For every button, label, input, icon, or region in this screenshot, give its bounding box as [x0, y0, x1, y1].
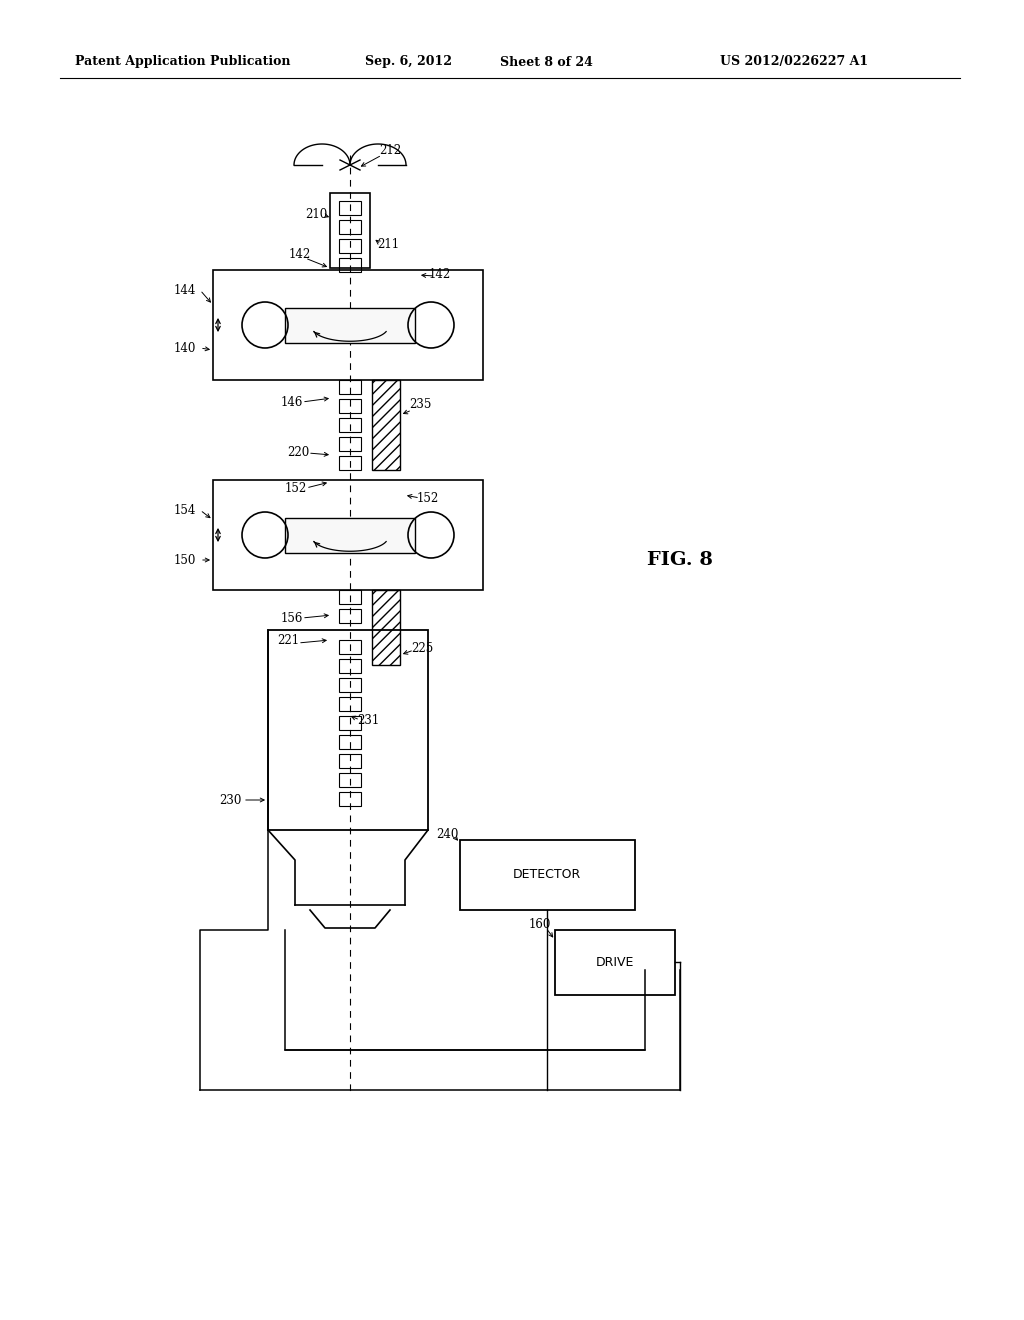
Text: 240: 240 — [436, 829, 458, 842]
Bar — [339, 399, 361, 413]
Bar — [339, 437, 361, 451]
Text: FIG. 8: FIG. 8 — [647, 550, 713, 569]
Bar — [555, 931, 675, 995]
Bar — [339, 697, 361, 711]
Bar — [330, 193, 370, 268]
Bar — [339, 678, 361, 692]
Bar — [268, 630, 428, 830]
Bar — [339, 220, 361, 234]
Text: 150: 150 — [174, 553, 197, 566]
Text: 211: 211 — [377, 239, 399, 252]
Bar — [339, 380, 361, 393]
Text: 156: 156 — [281, 611, 303, 624]
Text: 146: 146 — [281, 396, 303, 408]
Text: 210: 210 — [305, 209, 327, 222]
Bar — [285, 517, 415, 553]
Bar — [339, 754, 361, 768]
Text: 235: 235 — [409, 399, 431, 412]
Bar — [339, 455, 361, 470]
Text: Patent Application Publication: Patent Application Publication — [75, 55, 291, 69]
Text: 220: 220 — [287, 446, 309, 459]
Bar — [460, 840, 635, 909]
Text: Sheet 8 of 24: Sheet 8 of 24 — [500, 55, 593, 69]
Text: 221: 221 — [276, 634, 299, 647]
Bar — [372, 380, 400, 470]
Bar — [213, 480, 483, 590]
Bar — [339, 609, 361, 623]
Bar — [339, 774, 361, 787]
Text: 160: 160 — [528, 919, 551, 932]
Text: 142: 142 — [289, 248, 311, 261]
Bar — [339, 201, 361, 215]
Bar — [339, 659, 361, 673]
Text: 144: 144 — [174, 284, 197, 297]
Text: 230: 230 — [219, 793, 242, 807]
Text: 152: 152 — [285, 482, 307, 495]
Bar — [339, 792, 361, 807]
Text: US 2012/0226227 A1: US 2012/0226227 A1 — [720, 55, 868, 69]
Bar — [339, 257, 361, 272]
Bar — [339, 590, 361, 605]
Text: 152: 152 — [417, 491, 439, 504]
Text: 140: 140 — [174, 342, 197, 355]
Bar — [339, 715, 361, 730]
Text: 225: 225 — [411, 642, 433, 655]
Text: 212: 212 — [379, 144, 401, 157]
Bar — [372, 590, 400, 665]
Text: 231: 231 — [357, 714, 379, 726]
Bar — [285, 308, 415, 343]
Text: DETECTOR: DETECTOR — [513, 869, 582, 882]
Bar — [339, 418, 361, 432]
Bar — [339, 735, 361, 748]
Text: DRIVE: DRIVE — [596, 956, 634, 969]
Text: 142: 142 — [429, 268, 452, 281]
Text: Sep. 6, 2012: Sep. 6, 2012 — [365, 55, 452, 69]
Bar — [213, 271, 483, 380]
Bar — [339, 640, 361, 653]
Bar — [339, 239, 361, 253]
Text: 154: 154 — [174, 503, 197, 516]
